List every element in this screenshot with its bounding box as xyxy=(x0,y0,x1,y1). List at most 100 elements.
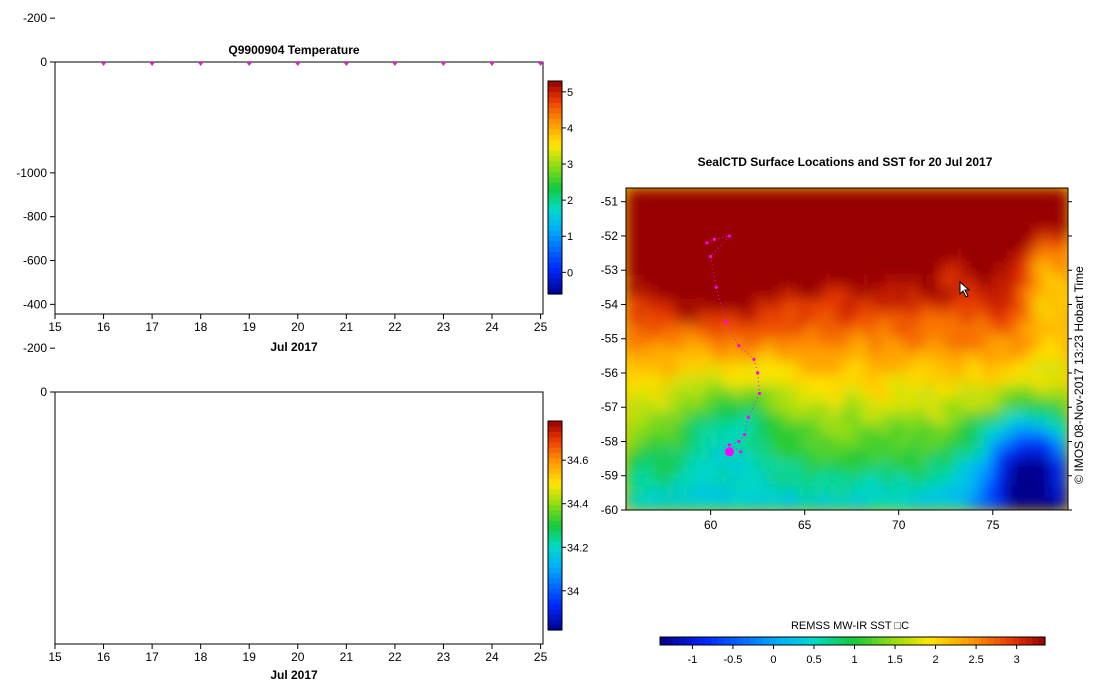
sst-cell xyxy=(861,361,872,375)
sst-cell xyxy=(644,398,656,412)
sst-cell xyxy=(785,237,797,251)
colorbar-swatch xyxy=(548,176,562,183)
colorbar-swatch xyxy=(756,637,764,645)
sst-cell xyxy=(738,262,750,276)
sst-cell xyxy=(757,299,769,313)
sst-cell xyxy=(1030,460,1041,474)
sst-cell xyxy=(738,249,750,264)
sst-cell xyxy=(955,299,966,313)
sst-cell xyxy=(701,460,712,474)
sst-cell xyxy=(720,249,731,264)
colorbar-swatch xyxy=(968,637,975,645)
sst-cell xyxy=(729,361,740,375)
x-tick-label: 22 xyxy=(388,650,402,664)
sst-cell xyxy=(691,361,703,375)
sst-cell xyxy=(870,435,881,450)
sst-cell xyxy=(795,299,806,313)
sst-cell xyxy=(654,287,665,301)
sst-cell xyxy=(710,386,721,400)
sst-cell xyxy=(701,188,712,202)
sst-cell xyxy=(682,188,693,202)
colorbar-swatch xyxy=(548,619,562,626)
sst-cell xyxy=(870,249,881,264)
colorbar-swatch xyxy=(548,107,562,114)
sst-cell xyxy=(879,299,891,313)
sst-cell xyxy=(795,249,806,264)
sst-cell xyxy=(1030,485,1041,499)
sst-cell xyxy=(861,299,872,313)
sst-cell xyxy=(964,188,975,202)
sst-cell xyxy=(710,237,721,251)
sst-cell xyxy=(804,212,816,227)
sst-cell xyxy=(870,212,881,227)
sst-cell xyxy=(720,386,731,400)
sst-cell xyxy=(861,200,872,214)
x-tick-label: 23 xyxy=(437,320,451,334)
sst-cell xyxy=(1039,299,1051,313)
sst-cell xyxy=(654,485,665,499)
sst-cell xyxy=(776,373,787,388)
sst-cell xyxy=(879,435,891,450)
sst-cell xyxy=(974,311,985,326)
sst-cell xyxy=(908,349,919,363)
sst-cell xyxy=(776,423,787,437)
colorbar-swatch xyxy=(548,593,562,600)
sst-cell xyxy=(814,373,825,388)
sst-cell xyxy=(814,249,825,264)
sst-cell xyxy=(804,373,816,388)
sst-cell xyxy=(785,423,797,437)
sst-cell xyxy=(663,448,674,462)
sst-cell xyxy=(644,324,656,338)
colorbar-swatch xyxy=(548,483,562,490)
sst-cell xyxy=(1058,398,1068,412)
sst-cell xyxy=(748,472,759,487)
x-tick-label: 25 xyxy=(534,320,548,334)
colorbar-swatch xyxy=(548,150,562,157)
sst-cell xyxy=(908,472,919,487)
sst-cell xyxy=(1030,448,1041,462)
colorbar-tick-label: 2.5 xyxy=(968,654,983,666)
sst-cell xyxy=(720,485,731,499)
sst-cell xyxy=(832,212,844,227)
sst-cell xyxy=(654,200,665,214)
colorbar-swatch xyxy=(993,637,1001,645)
sst-cell xyxy=(691,485,703,499)
sst-cell xyxy=(1002,373,1013,388)
colorbar-swatch xyxy=(548,530,562,537)
sst-cell xyxy=(926,237,938,251)
colorbar-swatch xyxy=(961,637,969,645)
sst-cell xyxy=(757,311,769,326)
sst-cell xyxy=(1011,274,1022,289)
sst-cell xyxy=(917,188,928,202)
sst-cell xyxy=(917,448,928,462)
sst-cell xyxy=(917,237,928,251)
sst-cell xyxy=(720,212,731,227)
y-tick-label: -400 xyxy=(23,297,47,311)
sst-cell xyxy=(1030,225,1041,239)
sst-cell xyxy=(1002,386,1013,400)
sst-cell xyxy=(635,386,646,400)
sst-cell xyxy=(842,485,853,499)
sst-cell xyxy=(879,287,891,301)
colorbar-swatch xyxy=(548,288,562,295)
sst-cell xyxy=(992,410,1004,425)
sst-cell xyxy=(898,361,910,375)
sst-cell xyxy=(729,485,740,499)
sst-cell xyxy=(898,448,910,462)
sst-cell xyxy=(842,262,853,276)
sst-cell xyxy=(898,299,910,313)
sst-cell xyxy=(926,349,938,363)
sst-cell xyxy=(1058,423,1068,437)
sst-cell xyxy=(1039,274,1051,289)
sst-cell xyxy=(879,274,891,289)
sst-cell xyxy=(804,188,816,202)
colorbar-swatch xyxy=(548,187,562,194)
sst-cell xyxy=(663,373,674,388)
sst-cell xyxy=(1002,274,1013,289)
colorbar-swatch xyxy=(743,637,751,645)
sst-cell xyxy=(945,373,957,388)
sst-cell xyxy=(1011,460,1022,474)
sst-cell xyxy=(663,262,674,276)
sst-cell xyxy=(682,287,693,301)
sst-cell xyxy=(889,361,900,375)
